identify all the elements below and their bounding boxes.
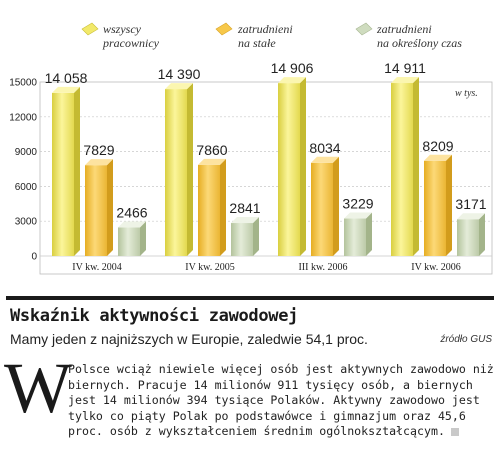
bar [231,217,259,256]
article-title: Wskaźnik aktywności zawodowej [10,306,299,326]
bar-side [220,158,226,256]
bar [424,154,452,256]
bar [391,77,419,256]
legend-swatch-0 [81,22,99,36]
category-labels: IV kw. 2004 IV kw. 2005 III kw. 2006 IV kw.… [72,262,460,273]
legend-label-2-line2: na określony czas [377,36,462,50]
bar-top [52,86,80,93]
bar [198,158,226,256]
bar-chart: wszyscy pracownicy zatrudnieni na stałe … [9,22,493,275]
category-label: IV kw. 2004 [72,262,121,273]
y-tick-label: 12000 [9,112,37,123]
bar [344,212,372,256]
bar-top [165,83,193,90]
bar-side [333,156,339,256]
value-label: 3229 [342,196,373,212]
bar-front [391,83,413,256]
bar-front [85,165,107,256]
bar-side [366,212,372,256]
bar-top [85,159,113,166]
legend-label-1-line2: na stałe [238,36,276,50]
category-label: IV kw. 2005 [185,262,234,273]
legend-label-0-line2: pracownicy [102,36,160,50]
bar-side [300,77,306,257]
bar-side [140,221,146,256]
bar-front [165,89,187,257]
bar-side [253,217,259,256]
bar-top [278,77,306,84]
bar-side [187,83,193,257]
y-tick-label: 0 [31,252,37,263]
bar-front [278,83,300,257]
bar [457,213,485,256]
value-label: 2841 [229,200,260,216]
value-label: 8034 [309,140,340,156]
bar-front [118,227,140,256]
bar-side [413,77,419,256]
bar-top [344,212,372,219]
unit-label: w tys. [455,88,478,99]
drop-cap: W [4,348,72,428]
value-label: 14 390 [158,66,201,82]
section-divider [6,296,494,300]
bar-front [344,218,366,256]
source-label: źródło GUS [440,334,492,345]
bar [311,156,339,256]
bar-side [74,86,80,256]
legend-swatch-1 [215,22,233,36]
bar-top [231,217,259,224]
value-label: 14 058 [45,70,88,86]
article-body: Polsce wciąż niewiele więcej osób jest a… [68,362,494,440]
value-label: 7860 [196,142,227,158]
bar-side [446,154,452,256]
bar-side [479,213,485,256]
legend: wszyscy pracownicy zatrudnieni na stałe … [81,22,462,50]
y-tick-label: 6000 [15,182,38,193]
legend-item-1: zatrudnieni na stałe [215,22,293,50]
value-label: 14 906 [271,60,314,76]
category-label: III kw. 2006 [298,262,347,273]
category-label: IV kw. 2006 [411,262,460,273]
legend-item-0: wszyscy pracownicy [81,22,160,50]
bar-front [424,160,446,256]
value-label: 7829 [83,142,114,158]
legend-item-2: zatrudnieni na określony czas [355,22,462,50]
y-axis-ticks: 15000 12000 9000 6000 3000 0 [9,78,37,263]
bar-top [391,77,419,84]
value-label: 2466 [116,204,147,220]
bar-top [198,158,226,165]
bar-top [311,156,339,163]
y-tick-label: 9000 [15,147,38,158]
legend-swatch-2 [355,22,373,36]
legend-label-1-line1: zatrudnieni [237,22,293,36]
bar-front [311,162,333,256]
bar [52,86,80,256]
article-subtitle: Mamy jeden z najniższych w Europie, zale… [10,331,368,347]
article-body-text: Polsce wciąż niewiele więcej osób jest a… [68,362,494,438]
bar-side [107,159,113,256]
bar-top [118,221,146,228]
end-mark-icon [450,427,459,436]
bar [118,221,146,256]
bar [165,83,193,257]
value-labels: 14 058 7829 2466 14 390 7860 2841 14 906 8034 32… [45,60,487,220]
legend-label-2-line1: zatrudnieni [376,22,432,36]
bar [278,77,306,257]
value-label: 14 911 [384,60,426,76]
bar-front [52,92,74,256]
y-tick-label: 15000 [9,78,37,89]
bar-front [198,164,220,256]
legend-label-0-line1: wszyscy [103,22,142,36]
bar-top [424,154,452,161]
y-tick-label: 3000 [15,217,38,228]
value-label: 3171 [455,196,486,212]
bars [52,77,485,257]
bar-top [457,213,485,220]
bar [85,159,113,256]
value-label: 8209 [422,138,453,154]
bar-front [231,223,253,256]
bar-front [457,219,479,256]
